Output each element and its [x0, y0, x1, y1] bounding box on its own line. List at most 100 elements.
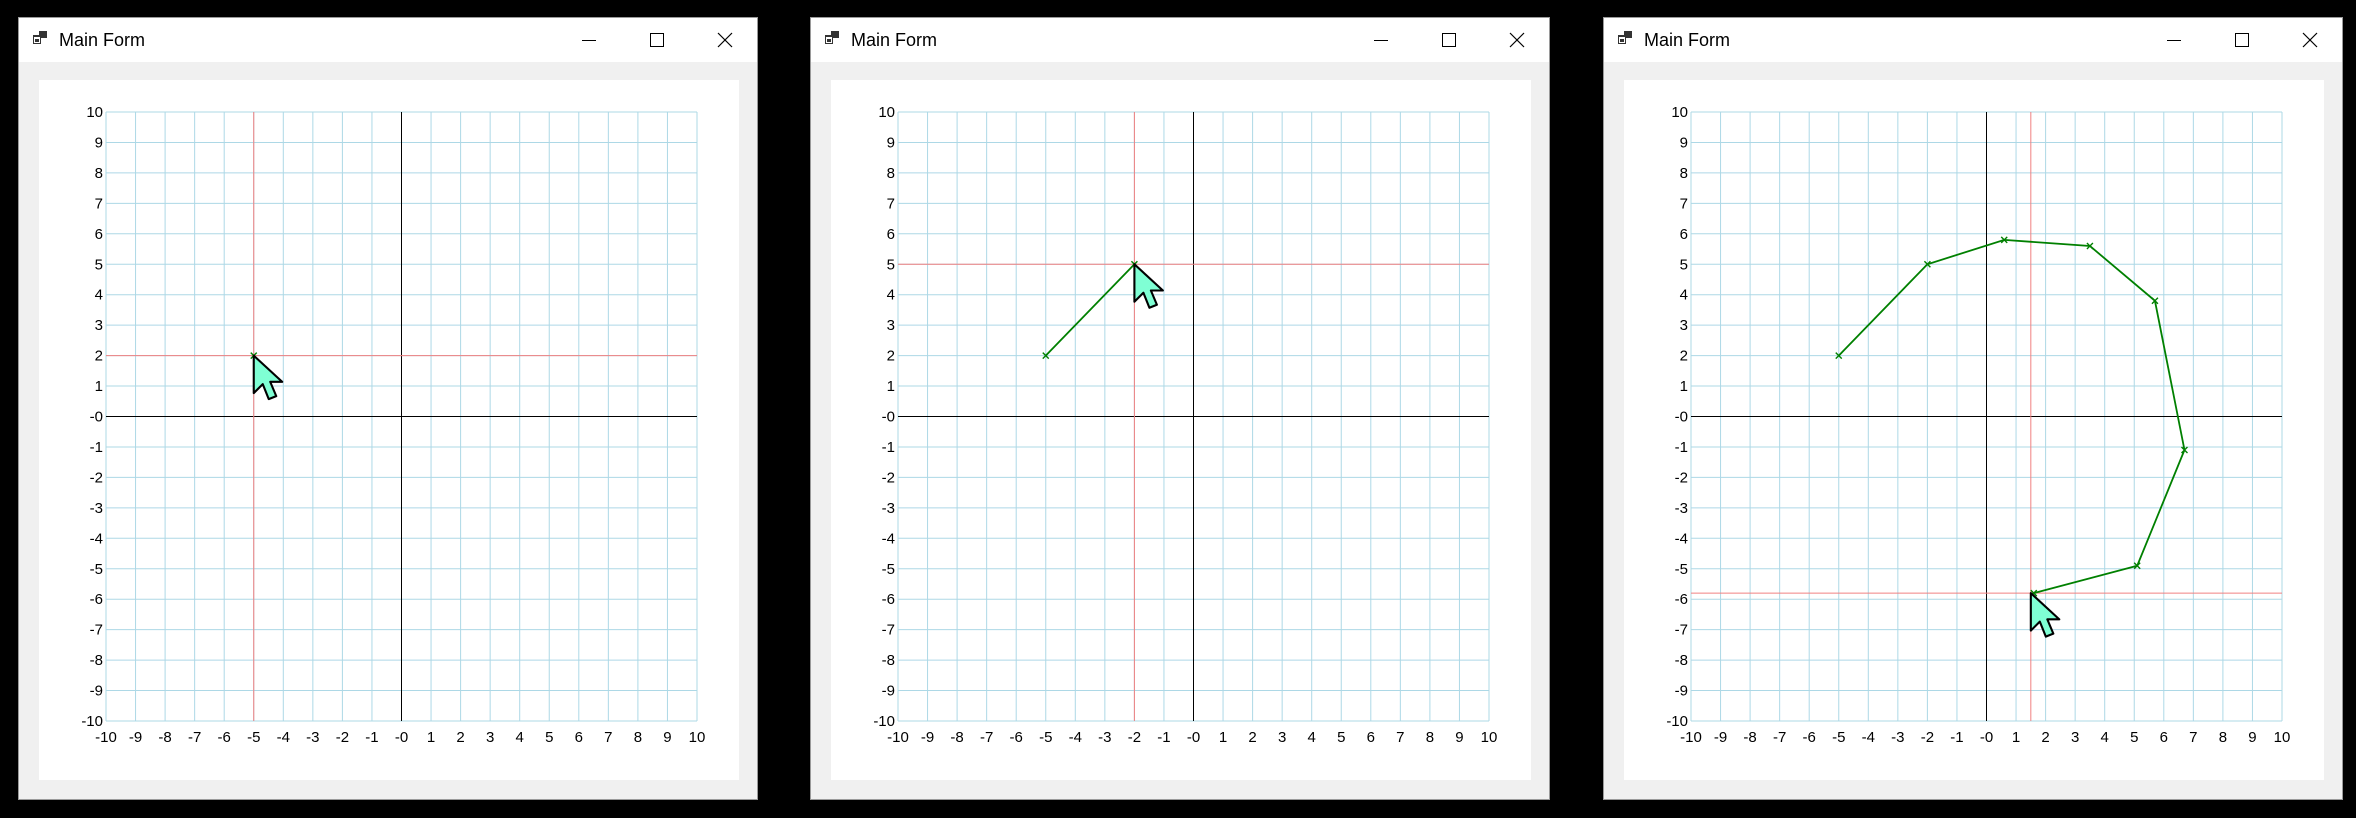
mouse-cursor-shape	[1133, 263, 1164, 309]
y-tick-label: 2	[95, 348, 103, 365]
x-tick-label: 8	[634, 729, 642, 746]
close-button[interactable]	[691, 18, 759, 62]
y-tick-label: 8	[95, 165, 103, 182]
y-tick-label: -1	[1675, 439, 1688, 456]
title-bar[interactable]: Main Form	[19, 18, 757, 62]
x-tick-label: 9	[2248, 729, 2256, 746]
x-tick-label: -0	[395, 729, 408, 746]
maximize-button[interactable]	[2208, 18, 2276, 62]
maximize-button[interactable]	[1415, 18, 1483, 62]
y-tick-label: -0	[1675, 409, 1688, 426]
main-form-window-1: Main Form -10 -9 -8 -7 -6 -5 -4 -3 -2 -1 -0 1 2 3 4 5 6 7…	[18, 17, 758, 800]
minimize-button[interactable]	[555, 18, 623, 62]
y-tick-label: 7	[1680, 195, 1688, 212]
window-title: Main Form	[59, 30, 146, 50]
plot-panel[interactable]: -10 -9 -8 -7 -6 -5 -4 -3 -2 -1 -0 1 2 3 4 5 6 7 8 9 10 10 9 8 7 6…	[39, 80, 739, 780]
mouse-cursor-icon	[1133, 263, 1164, 309]
x-tick-label: 10	[689, 729, 706, 746]
y-tick-label: -9	[1675, 683, 1688, 700]
y-tick-label: -5	[90, 561, 103, 578]
data-point	[2151, 297, 2159, 305]
minimize-button[interactable]	[1347, 18, 1415, 62]
x-tick-label: 7	[2189, 729, 2197, 746]
data-point-mark	[2180, 446, 2188, 454]
x-tick-label: -0	[1980, 729, 1993, 746]
x-tick-label: 4	[1308, 729, 1316, 746]
mouse-cursor-icon	[2029, 592, 2061, 638]
x-tick-label: -6	[1803, 729, 1816, 746]
x-tick-label: -5	[247, 729, 260, 746]
minimize-button[interactable]	[2140, 18, 2208, 62]
x-tick-label: -1	[1157, 729, 1170, 746]
y-tick-label: 8	[1680, 165, 1688, 182]
close-icon	[717, 32, 733, 48]
maximize-icon	[650, 33, 664, 47]
data-point-mark	[2086, 242, 2094, 250]
x-tick-label: 6	[1367, 729, 1375, 746]
y-tick-label: -8	[1675, 652, 1688, 669]
x-tick-label: -2	[1921, 729, 1934, 746]
x-tick-label: -8	[158, 729, 171, 746]
plot-panel[interactable]: -10 -9 -8 -7 -6 -5 -4 -3 -2 -1 -0 1 2 3 4 5 6 7 8 9 10 10 9 8 7 6…	[1624, 80, 2324, 780]
title-bar[interactable]: Main Form	[811, 18, 1549, 62]
x-tick-label: -6	[218, 729, 231, 746]
data-point-mark	[2151, 297, 2159, 305]
x-tick-label: -10	[1680, 729, 1702, 746]
y-tick-label: 9	[95, 134, 103, 151]
x-tick-label: 2	[1248, 729, 1256, 746]
x-tick-label: 3	[1278, 729, 1286, 746]
minimize-icon	[2167, 40, 2181, 41]
x-tick-label: -8	[950, 729, 963, 746]
main-form-window-3: Main Form -10 -9 -8 -7 -6 -5 -4 -3 -2 -1 -0 1 2 3 4 5 6 7…	[1603, 17, 2343, 800]
y-tick-label: 3	[887, 317, 895, 334]
x-tick-label: 9	[1455, 729, 1463, 746]
y-tick-label: 3	[95, 317, 103, 334]
y-tick-label: 5	[95, 256, 103, 273]
x-tick-label: -3	[1098, 729, 1111, 746]
x-tick-label: -4	[1862, 729, 1875, 746]
data-point-mark	[1835, 352, 1843, 360]
maximize-button[interactable]	[623, 18, 691, 62]
y-tick-label: -10	[873, 713, 895, 730]
y-tick-label: 3	[1680, 317, 1688, 334]
x-tick-label: -1	[365, 729, 378, 746]
x-tick-label: 6	[575, 729, 583, 746]
y-tick-label: -9	[90, 683, 103, 700]
y-tick-label: -10	[81, 713, 103, 730]
x-tick-label: -4	[1069, 729, 1082, 746]
coordinate-plot[interactable]: -10 -9 -8 -7 -6 -5 -4 -3 -2 -1 -0 1 2 3 4 5 6 7 8 9 10 10 9 8 7 6…	[831, 80, 1531, 780]
plot-panel[interactable]: -10 -9 -8 -7 -6 -5 -4 -3 -2 -1 -0 1 2 3 4 5 6 7 8 9 10 10 9 8 7 6…	[831, 80, 1531, 780]
x-tick-label: -3	[306, 729, 319, 746]
y-tick-label: 7	[95, 195, 103, 212]
x-tick-label: 4	[516, 729, 524, 746]
close-button[interactable]	[2276, 18, 2344, 62]
mouse-cursor-shape	[2029, 592, 2061, 638]
x-tick-label: 1	[427, 729, 435, 746]
y-tick-label: 1	[887, 378, 895, 395]
y-tick-label: 9	[887, 134, 895, 151]
y-tick-label: -3	[90, 500, 103, 517]
data-point	[1835, 352, 1843, 360]
y-tick-label: 8	[887, 165, 895, 182]
y-tick-label: -1	[90, 439, 103, 456]
x-tick-label: 10	[1481, 729, 1498, 746]
x-tick-label: -10	[95, 729, 117, 746]
coordinate-plot[interactable]: -10 -9 -8 -7 -6 -5 -4 -3 -2 -1 -0 1 2 3 4 5 6 7 8 9 10 10 9 8 7 6…	[1624, 80, 2324, 780]
x-tick-label: 7	[604, 729, 612, 746]
y-tick-label: -2	[882, 469, 895, 486]
y-tick-label: 4	[1680, 287, 1688, 304]
y-tick-label: -6	[882, 591, 895, 608]
y-tick-label: 5	[1680, 256, 1688, 273]
coordinate-plot[interactable]: -10 -9 -8 -7 -6 -5 -4 -3 -2 -1 -0 1 2 3 4 5 6 7 8 9 10 10 9 8 7 6…	[39, 80, 739, 780]
y-tick-label: -8	[882, 652, 895, 669]
data-point	[2000, 236, 2008, 244]
close-button[interactable]	[1483, 18, 1551, 62]
window-title: Main Form	[851, 30, 938, 50]
y-tick-label: 2	[1680, 348, 1688, 365]
title-bar[interactable]: Main Form	[1604, 18, 2342, 62]
x-tick-label: -9	[921, 729, 934, 746]
x-tick-label: -5	[1832, 729, 1845, 746]
app-window-icon	[33, 31, 47, 44]
y-tick-label: 6	[95, 226, 103, 243]
y-tick-label: -10	[1666, 713, 1688, 730]
